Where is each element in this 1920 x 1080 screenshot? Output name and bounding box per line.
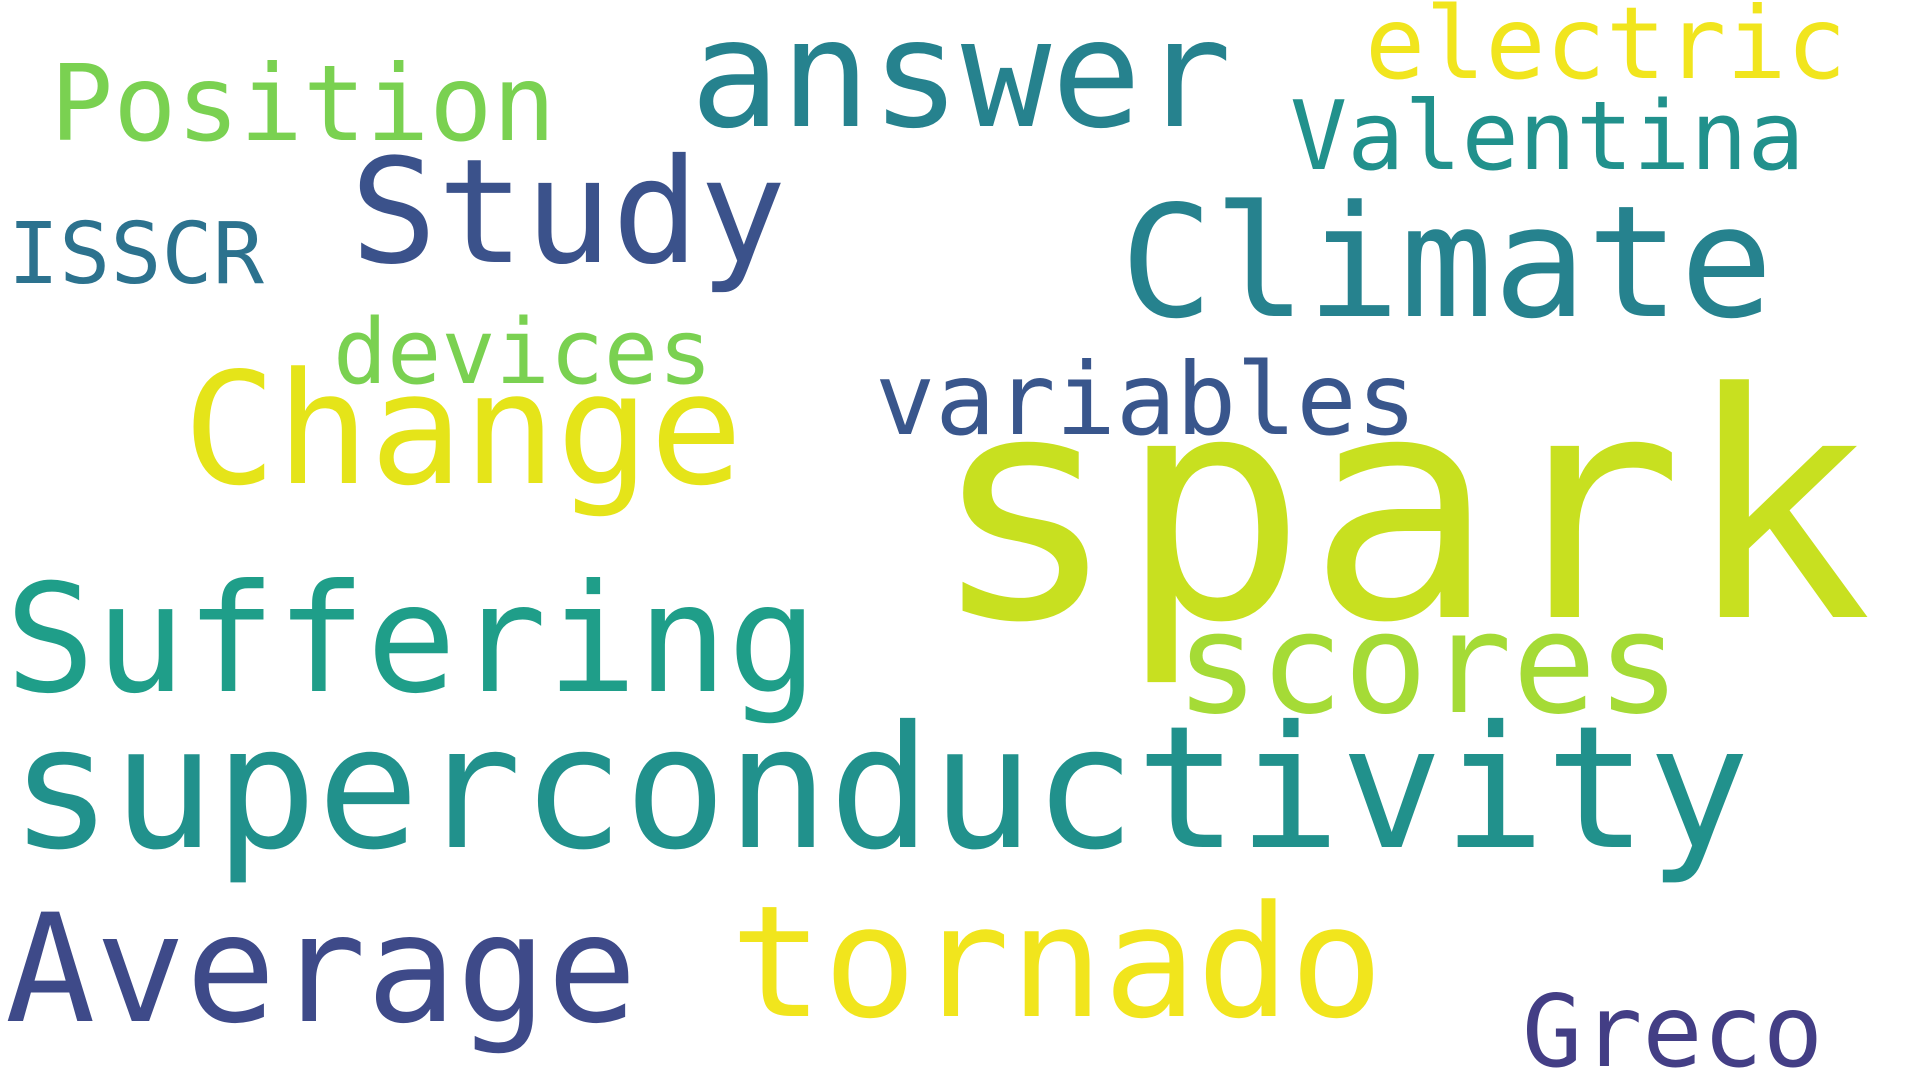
word-variables: variables (875, 341, 1417, 458)
word-tornado: tornado (730, 872, 1384, 1053)
word-greco: Greco (1522, 973, 1824, 1080)
word-average: Average (5, 883, 638, 1057)
word-position: Position (50, 43, 556, 165)
word-superconductivity: superconductivity (10, 690, 1750, 888)
word-spark: spark (930, 326, 1873, 691)
word-study: Study (350, 128, 787, 297)
word-climate: Climate (1120, 172, 1774, 353)
word-devices: devices (333, 300, 713, 405)
word-electric: electric (1365, 0, 1847, 102)
word-scores: scores (1175, 583, 1681, 746)
word-isscr: ISSCR (8, 205, 264, 304)
word-change: Change (183, 339, 743, 520)
word-answer: answer (690, 0, 1232, 162)
word-suffering: Suffering (5, 553, 818, 727)
word-valentina: Valentina (1290, 82, 1805, 192)
